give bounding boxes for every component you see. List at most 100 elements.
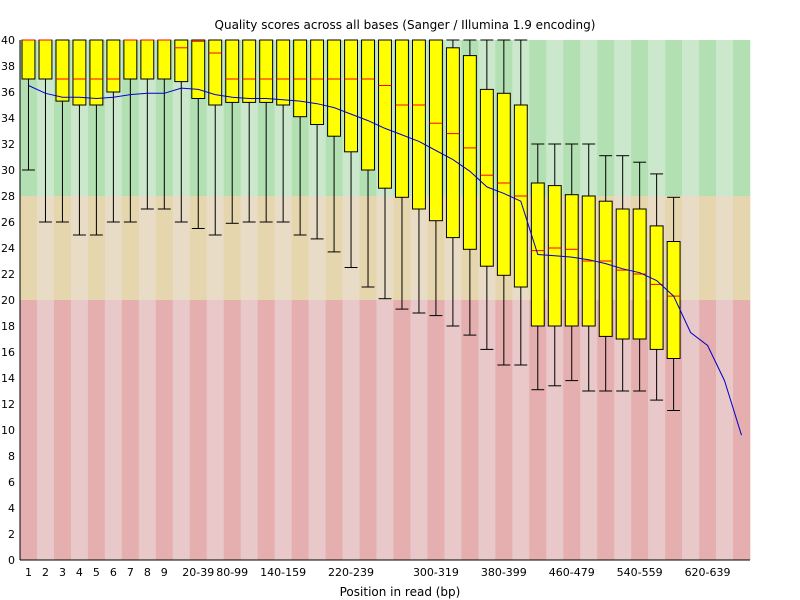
band-2-stripe-16	[291, 300, 309, 560]
band-0-stripe-39	[682, 40, 700, 196]
band-1-stripe-7	[138, 196, 157, 300]
x-tick-28: 380-399	[481, 566, 527, 579]
box-21	[378, 39, 392, 189]
band-2-stripe-42	[733, 300, 751, 560]
band-2-stripe-19	[342, 300, 360, 560]
band-2-stripe-24	[427, 300, 445, 560]
box-6	[123, 39, 138, 80]
y-tick-2: 2	[8, 528, 15, 541]
band-2-stripe-27	[478, 300, 496, 560]
band-2-stripe-15	[274, 300, 292, 560]
box-13	[242, 39, 257, 103]
box-32	[564, 194, 579, 327]
x-tick-24: 300-319	[413, 566, 459, 579]
chart-title: Quality scores across all bases (Sanger …	[215, 18, 596, 32]
x-tick-labels: 1 2 3 4 5 6 7 8 9 20-39 80-99 140-159 220-239 300-319…	[25, 566, 731, 579]
box-37	[649, 225, 664, 350]
box-10	[191, 39, 206, 99]
band-2-stripe-4	[87, 300, 106, 560]
band-2-stripe-33	[580, 300, 598, 560]
band-2-stripe-6	[121, 300, 140, 560]
band-0-stripe-34	[597, 40, 615, 196]
band-2-stripe-35	[614, 300, 632, 560]
band-1-stripe-40	[699, 196, 717, 300]
x-tick-10: 20-39	[182, 566, 214, 579]
band-1-stripe-0	[20, 196, 38, 300]
x-tick-0: 1	[25, 566, 32, 579]
band-2-stripe-9	[172, 300, 191, 560]
band-0-stripe-40	[699, 40, 717, 196]
axes	[19, 40, 750, 561]
y-tick-14: 14	[1, 372, 15, 385]
y-tick-10: 10	[1, 424, 15, 437]
box-7	[140, 39, 155, 80]
box-24	[428, 39, 443, 222]
band-2-stripe-36	[631, 300, 649, 560]
band-0-stripe-32	[563, 40, 581, 196]
y-tick-26: 26	[1, 216, 15, 229]
band-2-stripe-31	[546, 300, 564, 560]
band-2-stripe-11	[206, 300, 225, 560]
box-34	[598, 200, 613, 337]
x-axis-label: Position in read (bp)	[340, 585, 461, 599]
x-tick-8: 9	[161, 566, 168, 579]
band-2-stripe-21	[376, 300, 394, 560]
y-tick-0: 0	[8, 554, 15, 567]
y-tick-40: 40	[1, 34, 15, 47]
band-1-stripe-3	[70, 196, 89, 300]
y-tick-20: 20	[1, 294, 15, 307]
band-0-stripe-33	[580, 40, 598, 196]
mean-line-group	[28, 85, 742, 436]
band-0-stripe-31	[546, 40, 564, 196]
band-0-stripe-30	[529, 40, 547, 196]
band-2-stripe-25	[444, 300, 462, 560]
box-9	[174, 39, 189, 83]
band-0-stripe-38	[665, 40, 683, 196]
band-2-stripe-5	[104, 300, 123, 560]
box-3	[72, 39, 87, 106]
box-12	[225, 39, 240, 103]
box-14	[259, 39, 274, 103]
band-2-stripe-8	[155, 300, 174, 560]
band-2-stripe-10	[189, 300, 208, 560]
y-tick-30: 30	[1, 164, 15, 177]
x-tick-7: 8	[144, 566, 151, 579]
band-1-stripe-41	[716, 196, 734, 300]
band-1-stripe-4	[87, 196, 106, 300]
y-tick-4: 4	[8, 502, 15, 515]
box-16	[293, 39, 308, 118]
band-2-stripe-1	[36, 300, 55, 560]
band-2-stripe-14	[257, 300, 275, 560]
band-1-stripe-16	[291, 196, 309, 300]
band-2-stripe-23	[410, 300, 428, 560]
band-2-stripe-13	[240, 300, 258, 560]
box-18	[327, 39, 342, 137]
box-22	[395, 39, 409, 198]
band-2-stripe-37	[648, 300, 666, 560]
y-tick-18: 18	[1, 320, 15, 333]
box-38	[666, 241, 681, 359]
band-2-stripe-20	[359, 300, 377, 560]
x-tick-12: 80-99	[216, 566, 248, 579]
x-tick-3: 4	[76, 566, 83, 579]
y-tick-12: 12	[1, 398, 15, 411]
band-0-stripe-42	[733, 40, 751, 196]
y-tick-16: 16	[1, 346, 15, 359]
band-2-stripe-22	[393, 300, 411, 560]
x-tick-36: 540-559	[617, 566, 663, 579]
band-2-stripe-0	[20, 300, 38, 560]
band-2-stripe-17	[308, 300, 326, 560]
band-2-stripe-30	[529, 300, 547, 560]
y-tick-8: 8	[8, 450, 15, 463]
band-2-stripe-41	[716, 300, 734, 560]
x-tick-6: 7	[127, 566, 134, 579]
mean-line	[28, 85, 742, 436]
band-1-stripe-39	[682, 196, 700, 300]
box-26	[462, 55, 477, 250]
box-15	[276, 39, 291, 106]
y-tick-34: 34	[1, 112, 15, 125]
y-tick-38: 38	[1, 60, 15, 73]
box-25	[445, 47, 460, 239]
x-tick-15: 140-159	[260, 566, 306, 579]
